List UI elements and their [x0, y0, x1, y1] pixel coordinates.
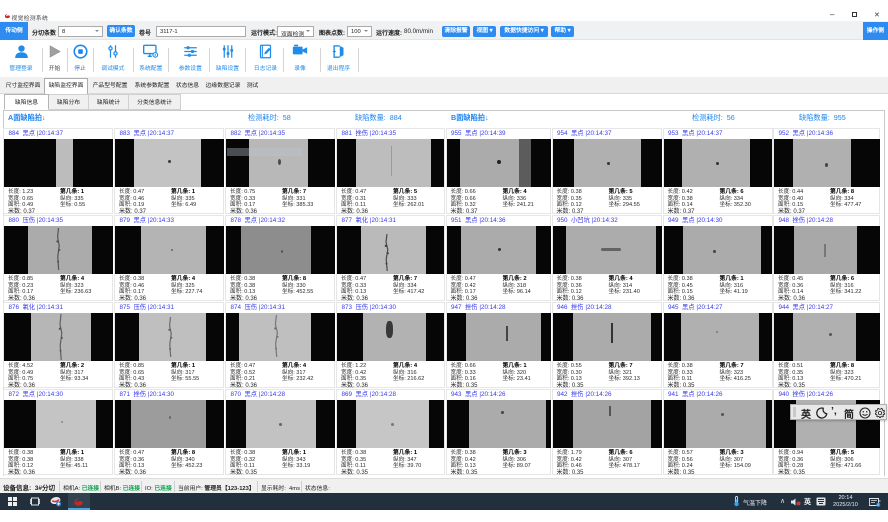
svg-text:6: 6	[877, 502, 879, 506]
